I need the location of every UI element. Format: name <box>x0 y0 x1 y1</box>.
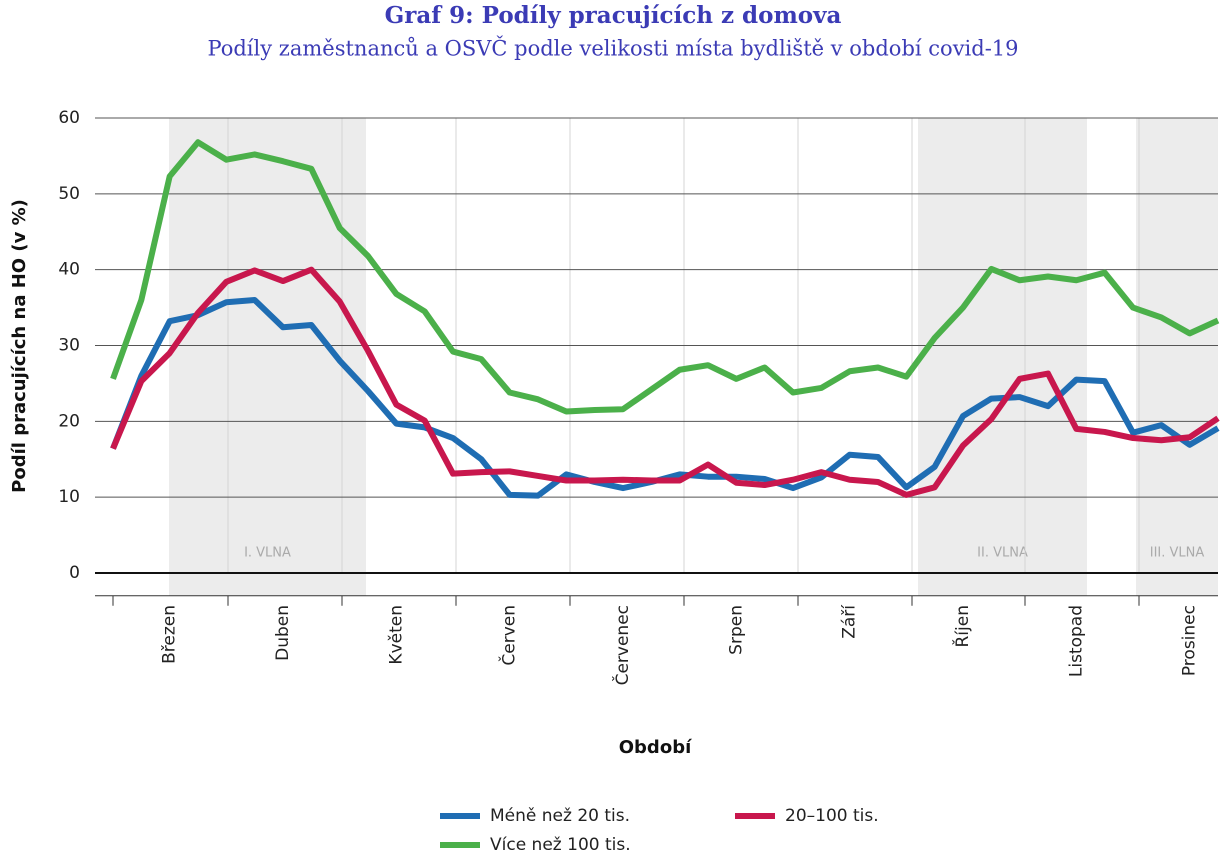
legend-swatch <box>735 813 775 819</box>
legend-label: 20–100 tis. <box>785 806 879 826</box>
legend-label: Méně než 20 tis. <box>490 806 630 826</box>
wave-label: I. VLNA <box>244 546 291 561</box>
x-tick-label: Říjen <box>951 605 973 648</box>
y-tick-label: 30 <box>58 336 80 356</box>
x-tick-label: Květen <box>386 605 406 665</box>
y-tick-label: 0 <box>69 563 80 583</box>
wave-label: II. VLNA <box>977 546 1028 561</box>
y-tick-label: 20 <box>58 411 80 431</box>
x-tick-label: Prosinec <box>1180 605 1200 676</box>
wave-band <box>1136 118 1218 596</box>
y-tick-label: 40 <box>58 260 80 280</box>
legend-swatch <box>440 842 480 848</box>
legend: Méně než 20 tis. 20–100 tis. Více než 100 … <box>440 806 879 855</box>
y-tick-label: 10 <box>58 487 80 507</box>
series-line <box>110 266 1220 498</box>
grid: 0 10 20 30 40 50 60 Březen Duben Květen Červen Červ… <box>58 108 1218 685</box>
x-axis-title: Období <box>619 737 692 758</box>
legend-swatch <box>440 813 480 819</box>
x-tick-label: Září <box>840 604 860 639</box>
x-tick-label: Červenec <box>611 605 633 685</box>
x-tick-label: Duben <box>273 605 293 661</box>
chart-title: Graf 9: Podíly pracujících z domova <box>385 2 842 29</box>
lines <box>110 139 1220 499</box>
x-tick-label: Březen <box>160 605 180 664</box>
chart-subtitle: Podíly zaměstnanců a OSVČ podle velikost… <box>207 36 1018 61</box>
wave-band <box>918 118 1087 596</box>
bands: I. VLNA II. VLNA III. VLNA <box>169 118 1218 596</box>
y-tick-label: 50 <box>58 184 80 204</box>
y-axis-title: Podíl pracujících na HO (v %) <box>9 199 30 493</box>
y-tick-label: 60 <box>58 108 80 128</box>
wave-label: III. VLNA <box>1150 546 1205 561</box>
x-tick-label: Listopad <box>1066 605 1086 677</box>
x-tick-label: Červen <box>498 605 520 666</box>
legend-label: Více než 100 tis. <box>490 835 631 855</box>
series-line <box>110 139 1220 415</box>
x-tick-label: Srpen <box>726 605 746 655</box>
